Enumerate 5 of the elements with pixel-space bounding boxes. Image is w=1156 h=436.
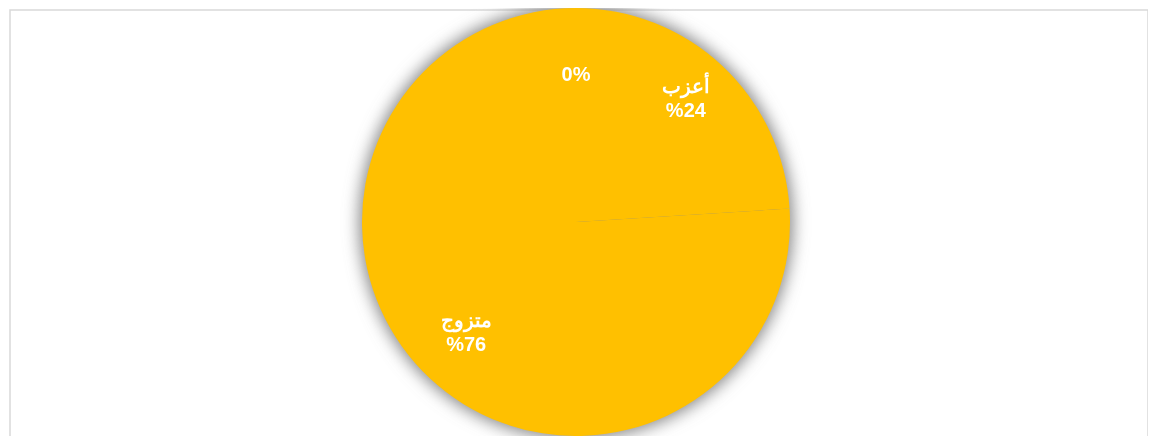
slice-label: متزوج: [440, 309, 492, 333]
data-label: %76: [446, 333, 487, 355]
slice-label: أعزب: [661, 72, 710, 99]
text: 0%: [561, 63, 591, 86]
data-label: %24: [665, 99, 707, 121]
